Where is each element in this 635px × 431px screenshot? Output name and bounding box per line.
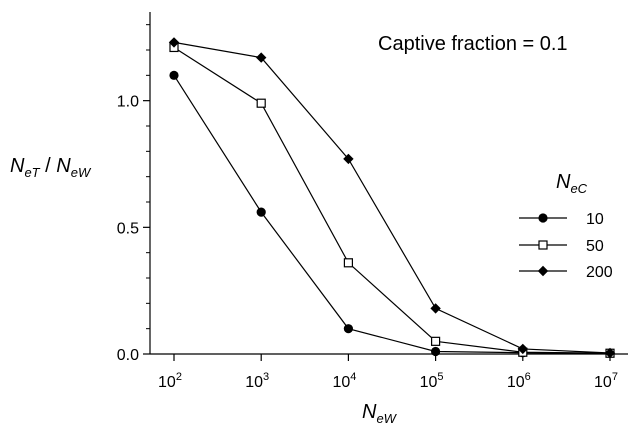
series-10 xyxy=(169,70,615,358)
y-axis-title: NeT / NeW xyxy=(10,155,92,180)
data-point xyxy=(343,153,354,165)
y-tick-label: 0.5 xyxy=(117,220,139,237)
chart-annotation: Captive fraction = 0.1 xyxy=(378,33,568,55)
legend-label: 10 xyxy=(586,211,604,228)
series-line-50 xyxy=(173,46,611,354)
x-tick-label: 104 xyxy=(332,371,356,391)
data-point xyxy=(169,70,179,80)
data-point xyxy=(430,303,441,314)
series-line-200 xyxy=(173,41,611,354)
legend-item-200: 200 xyxy=(519,264,613,281)
x-tick-label: 103 xyxy=(245,371,269,391)
series-group xyxy=(168,37,616,359)
legend-marker xyxy=(538,240,548,250)
x-tick-label: 102 xyxy=(158,371,182,391)
x-tick-label: 106 xyxy=(507,371,531,391)
y-tick-label: 0.0 xyxy=(117,347,139,364)
series-200 xyxy=(168,37,616,359)
axes xyxy=(149,12,628,355)
data-point xyxy=(256,52,267,63)
axis-ticks: 0.0 0.5 1.0 102 103 104 105 106 107 xyxy=(117,24,618,391)
legend-label: 50 xyxy=(586,238,604,255)
data-point xyxy=(343,258,353,268)
legend-item-50: 50 xyxy=(519,238,604,255)
x-tick-label: 105 xyxy=(420,371,444,391)
data-point xyxy=(431,346,441,357)
legend-marker xyxy=(537,265,549,277)
data-point xyxy=(168,37,180,48)
series-50 xyxy=(169,42,615,358)
x-axis-title: NeW xyxy=(362,401,398,426)
legend: NeC 10 50 200 xyxy=(519,171,613,281)
y-tick-label: 1.0 xyxy=(117,94,139,111)
legend-marker xyxy=(538,213,548,223)
x-tick-label: 107 xyxy=(594,371,618,391)
legend-label: 200 xyxy=(586,264,613,281)
data-point xyxy=(256,98,266,108)
data-point xyxy=(517,343,528,355)
data-point xyxy=(604,347,616,359)
legend-entries: 10 50 200 xyxy=(519,211,613,281)
data-point xyxy=(343,324,353,334)
data-point xyxy=(256,207,266,217)
legend-title: NeC xyxy=(556,171,588,196)
legend-item-10: 10 xyxy=(519,211,604,228)
data-point xyxy=(431,336,441,346)
